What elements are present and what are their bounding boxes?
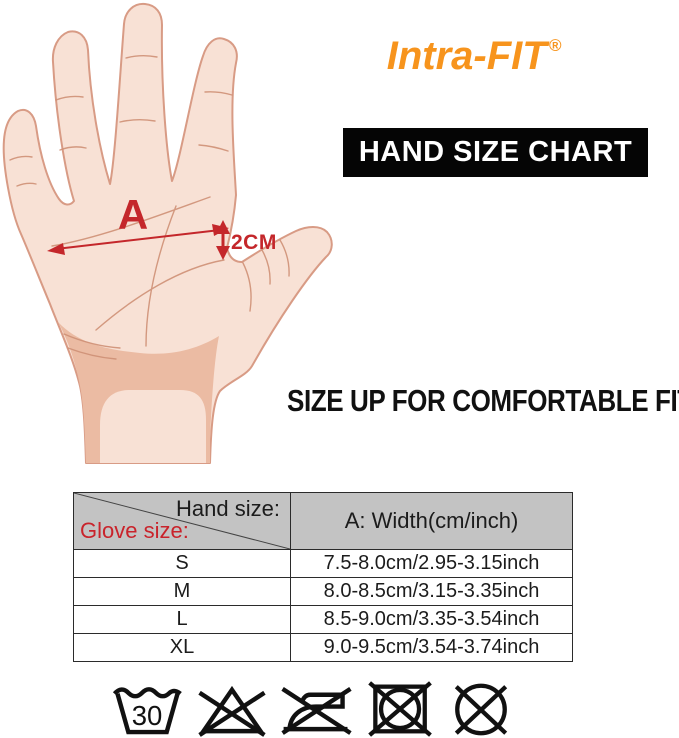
width-value: 7.5-8.0cm/2.95-3.15inch [290,549,573,578]
width-value: 9.0-9.5cm/3.54-3.74inch [290,633,573,662]
glove-size-value: M [73,577,291,606]
registered-trademark-icon: ® [548,35,562,55]
offset-measure-arrow [216,220,230,260]
hand-size-header: Hand size: [176,496,280,521]
table-header-row: Hand size: Glove size: A: Width(cm/inch) [73,492,573,550]
do-not-bleach-icon [198,685,266,737]
width-column-header: A: Width(cm/inch) [290,492,573,550]
width-value: 8.0-8.5cm/3.15-3.35inch [290,577,573,606]
title-banner: HAND SIZE CHART [343,128,648,177]
wrist-highlight [100,390,206,463]
brand-logo: Intra-FIT ® [338,34,608,79]
glove-size-value: S [73,549,291,578]
corner-header-cell: Hand size: Glove size: [73,492,291,550]
diagonal-divider-line [74,493,290,549]
care-symbols-row: 30 [111,680,514,737]
measure-label-a: A [118,191,148,238]
table-row-l: L 8.5-9.0cm/3.35-3.54inch [73,605,573,634]
offset-label-2cm: 2CM [231,231,277,254]
brand-logo-text: Intra-FIT [386,34,547,78]
glove-size-value: L [73,605,291,634]
glove-size-header: Glove size: [80,518,189,543]
do-not-tumble-dry-icon [368,681,432,737]
wash-temperature-label: 30 [132,700,163,731]
skin-creases [9,55,290,360]
glove-size-value: XL [73,633,291,662]
table-row-s: S 7.5-8.0cm/2.95-3.15inch [73,549,573,578]
tagline-text: SIZE UP FOR COMFORTABLE FIT [287,383,679,418]
do-not-dry-clean-icon [454,683,508,736]
table-row-m: M 8.0-8.5cm/3.15-3.35inch [73,577,573,606]
width-value: 8.5-9.0cm/3.35-3.54inch [290,605,573,634]
title-banner-text: HAND SIZE CHART [358,136,633,168]
hand-illustration: A 2CM [2,2,333,464]
do-not-iron-icon [281,686,352,735]
table-row-xl: XL 9.0-9.5cm/3.54-3.74inch [73,633,573,662]
size-chart-table: Hand size: Glove size: A: Width(cm/inch)… [73,492,573,662]
machine-wash-30-icon: 30 [112,687,182,735]
